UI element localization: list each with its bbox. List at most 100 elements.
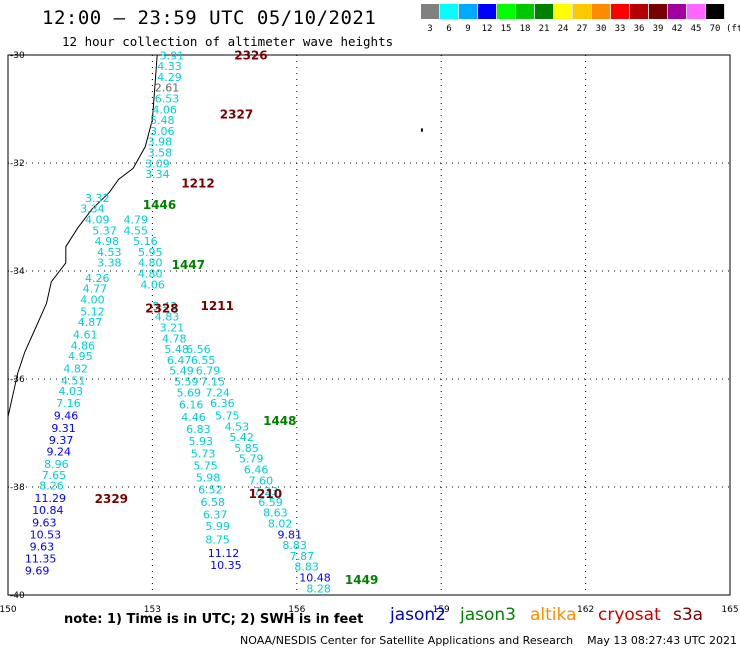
wave-height-value: 3.21 xyxy=(160,321,185,334)
latitude-tick-label: -34 xyxy=(10,267,25,277)
legend-label: 30 xyxy=(595,24,607,34)
wave-height-value: 11.35 xyxy=(25,553,56,566)
wave-height-value: 7.60 xyxy=(249,474,274,487)
wave-height-value: 8.63 xyxy=(263,507,288,520)
legend-label: 21 xyxy=(538,24,550,34)
wave-height-value: 9.24 xyxy=(47,446,72,459)
wave-height-value: 4.98 xyxy=(95,235,120,248)
legend-label: 45 xyxy=(690,24,702,34)
wave-height-value: 4.82 xyxy=(63,363,88,376)
legend-swatch xyxy=(497,4,516,19)
wave-height-value: 5.43 xyxy=(152,300,177,313)
wave-height-value: 5.85 xyxy=(234,442,259,455)
wave-height-value: 5.49 xyxy=(169,365,194,378)
wave-height-value: 9.69 xyxy=(25,564,49,577)
wave-height-value: 4.26 xyxy=(85,272,110,285)
wave-height-value: 5.99 xyxy=(205,520,230,533)
wave-height-value: 11.12 xyxy=(208,547,240,560)
wave-height-value: 4.95 xyxy=(68,350,93,363)
wave-height-value: 8.02 xyxy=(268,518,293,531)
legend-swatch xyxy=(687,4,706,19)
wave-height-value: 4.79 xyxy=(124,213,148,226)
wave-height-value: 6.46 xyxy=(244,464,269,477)
wave-height-value: 9.81 xyxy=(278,528,303,541)
legend-label: 18 xyxy=(519,24,531,34)
wave-height-value: 7.87 xyxy=(290,550,315,563)
wave-height-value: 7.16 xyxy=(56,397,80,410)
legend-swatch xyxy=(440,4,459,19)
satellite-pass-id: 1448 xyxy=(263,414,296,428)
satellite-pass-id: 1210 xyxy=(249,487,282,501)
wave-height-value: 4.29 xyxy=(157,71,182,84)
wave-height-value: 10.35 xyxy=(210,559,242,572)
legend-swatch xyxy=(459,4,478,19)
legend-swatch xyxy=(706,4,725,19)
wave-height-value: 5.59 xyxy=(174,375,199,388)
wave-height-value: 5.48 xyxy=(150,114,175,127)
wave-height-value: 3.32 xyxy=(85,192,110,205)
wave-height-value: 3.34 xyxy=(80,203,105,216)
wave-height-value: 4.61 xyxy=(73,329,98,342)
wave-height-value: 6.83 xyxy=(186,423,211,436)
wave-height-value: 3.98 xyxy=(148,136,173,149)
legend-swatch xyxy=(630,4,649,19)
wave-height-value: 7.65 xyxy=(42,469,66,482)
wave-height-value: 4.53 xyxy=(225,420,250,433)
legend-label: 36 xyxy=(633,24,645,34)
wave-height-value: 4.55 xyxy=(124,224,148,237)
wave-height-value: 6.16 xyxy=(179,399,204,412)
wave-height-value: 3.09 xyxy=(145,157,170,170)
wave-height-value: 9.31 xyxy=(51,422,76,435)
wave-height-value: 6.55 xyxy=(191,354,216,367)
credit-line: NOAA/NESDIS Center for Satellite Applica… xyxy=(240,634,738,647)
longitude-tick-label: 165 xyxy=(721,605,738,615)
wave-height-value: 3.06 xyxy=(150,125,175,138)
wave-height-value: 4.00 xyxy=(80,293,105,306)
latitude-tick-label: -38 xyxy=(10,483,25,493)
satellite-pass-id: 1212 xyxy=(181,176,214,190)
coastline xyxy=(7,54,158,433)
legend-swatch xyxy=(611,4,630,19)
satellite-pass-id: 2326 xyxy=(234,48,267,62)
footnote: note: 1) Time is in UTC; 2) SWH is in fe… xyxy=(64,612,364,627)
wave-height-value: 5.95 xyxy=(138,246,163,259)
wave-height-value: 6.59 xyxy=(258,496,283,509)
wave-height-value: 4.53 xyxy=(97,246,122,259)
satellite-legend-item: altika xyxy=(530,605,577,625)
wave-height-value: 4.78 xyxy=(162,332,187,345)
wave-height-value: 8.83 xyxy=(282,539,307,552)
wave-height-value: 9.63 xyxy=(32,516,57,529)
wave-height-value: 10.84 xyxy=(32,504,64,517)
satellite-pass-id: 1446 xyxy=(143,198,176,212)
wave-height-value: 8.96 xyxy=(44,458,69,471)
legend-label: 70 xyxy=(709,24,721,34)
longitude-tick-label: 162 xyxy=(577,605,594,615)
wave-height-value: 4.33 xyxy=(157,60,182,73)
wave-height-value: 4.06 xyxy=(140,278,165,291)
satellite-pass-id: 1211 xyxy=(201,299,234,313)
wave-height-value: 3.58 xyxy=(148,147,173,160)
wave-height-value: 2.61 xyxy=(155,82,180,95)
wave-height-value: 8.26 xyxy=(39,480,64,493)
satellite-legend-item: jason3 xyxy=(460,605,516,625)
wave-height-value: 7.23 xyxy=(253,485,277,498)
wave-height-value: 3.34 xyxy=(145,168,170,181)
wave-height-value: 6.37 xyxy=(203,508,228,521)
wave-height-value: 4.03 xyxy=(59,385,84,398)
wave-height-value: 8.28 xyxy=(306,582,331,595)
wave-height-value: 4.46 xyxy=(181,411,206,424)
legend-swatch xyxy=(535,4,554,19)
wave-height-value: 4.09 xyxy=(85,213,110,226)
wave-height-value: 5.93 xyxy=(189,435,214,448)
wave-height-value: 5.75 xyxy=(215,410,240,423)
wave-height-value: 9.63 xyxy=(30,541,55,554)
wave-height-value: 5.79 xyxy=(239,453,263,466)
wave-height-value: 5.12 xyxy=(80,305,105,318)
wave-height-value: 5.75 xyxy=(193,460,218,473)
legend-swatch xyxy=(421,4,440,19)
legend-label: 39 xyxy=(652,24,664,34)
satellite-pass-id: 2328 xyxy=(145,302,178,316)
wave-height-value: 6.58 xyxy=(201,496,226,509)
